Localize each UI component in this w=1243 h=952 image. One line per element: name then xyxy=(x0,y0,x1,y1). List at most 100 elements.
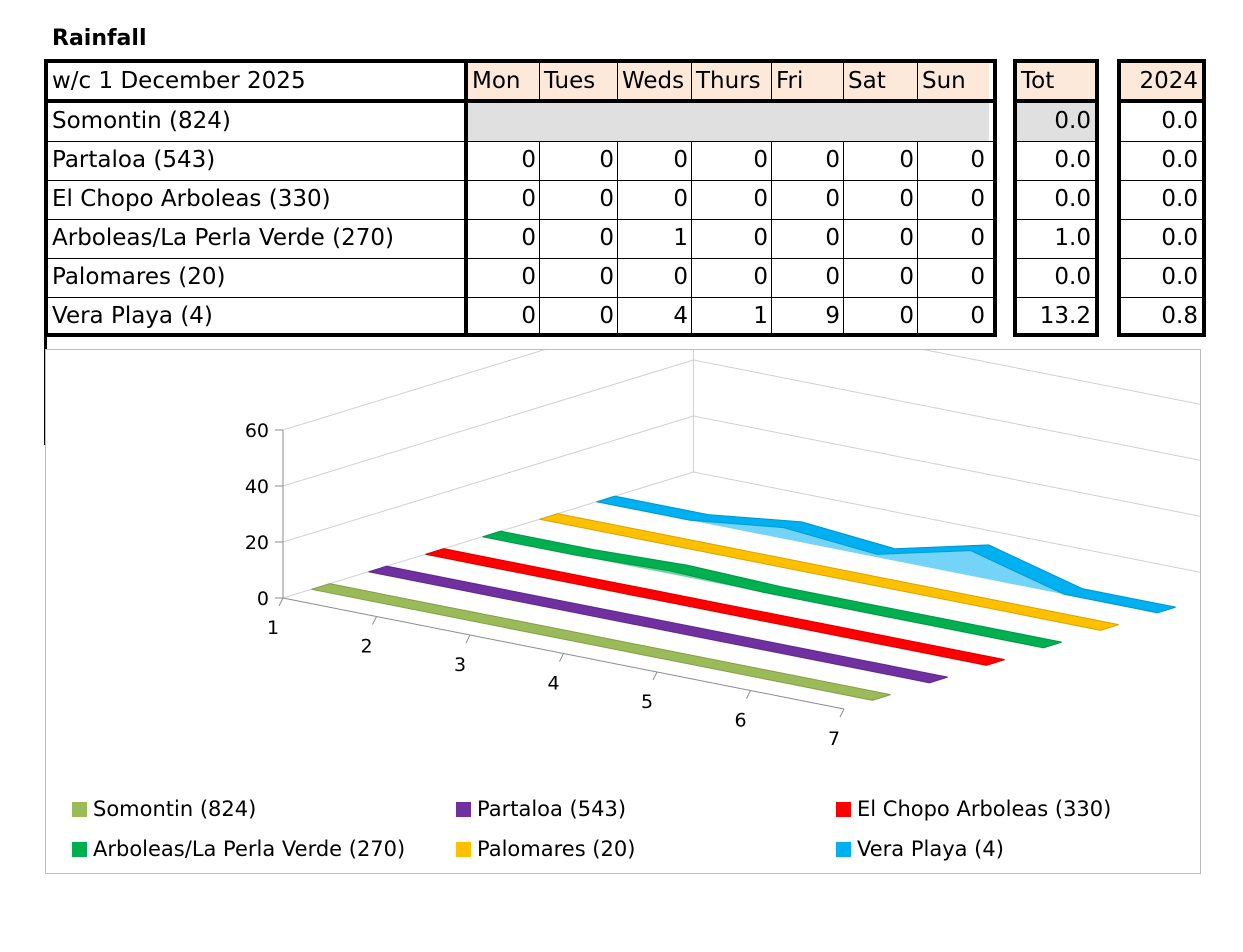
total-cell: 0.0 xyxy=(1054,147,1091,173)
page-title: Rainfall xyxy=(52,26,147,51)
rain-value-cell: 1 xyxy=(673,225,688,251)
gridline xyxy=(282,350,1200,431)
x-tick-label: 2 xyxy=(360,636,372,658)
grid-line xyxy=(1017,297,1095,298)
grid-line xyxy=(48,297,993,298)
legend-item: Arboleas/La Perla Verde (270) xyxy=(72,836,405,862)
series-ribbon xyxy=(311,583,891,701)
grid-line xyxy=(1121,180,1202,181)
rain-value-cell: 0 xyxy=(521,186,536,212)
rain-value-cell: 0 xyxy=(521,147,536,173)
day-header-tues: Tues xyxy=(540,63,618,99)
y-tick-label: 0 xyxy=(257,588,269,610)
grid-line xyxy=(843,63,844,333)
rain-value-cell: 0 xyxy=(825,225,840,251)
rain-value-cell: 0 xyxy=(899,225,914,251)
grid-line xyxy=(539,63,540,333)
x-tick xyxy=(372,616,377,625)
rain-value-cell: 0 xyxy=(673,264,688,290)
rain-value-cell: 0 xyxy=(899,186,914,212)
station-name: El Chopo Arboleas (330) xyxy=(52,186,331,212)
rain-value-cell xyxy=(692,103,772,141)
prev-year-cell: 0.0 xyxy=(1161,264,1198,290)
y-tick-label: 60 xyxy=(245,420,269,442)
grid-line xyxy=(1017,99,1095,103)
legend-label: Somontin (824) xyxy=(93,797,257,821)
rain-value-cell xyxy=(540,103,618,141)
day-header-sun: Sun xyxy=(918,63,989,99)
legend-label: Arboleas/La Perla Verde (270) xyxy=(93,837,406,861)
rain-value-cell: 1 xyxy=(753,303,768,329)
total-column: Tot 0.0 0.0 0.0 1.0 0.0 13.2 xyxy=(1013,59,1099,337)
rain-value-cell xyxy=(468,103,540,141)
grid-line xyxy=(1017,258,1095,259)
rain-value-cell: 4 xyxy=(673,303,688,329)
rain-value-cell: 0 xyxy=(753,147,768,173)
x-tick-label: 1 xyxy=(267,617,279,639)
legend-item: Vera Playa (4) xyxy=(836,836,1004,862)
chart-canvas: 0 20 40 60 1 2 3 4 5 6 7 xyxy=(245,350,1200,750)
series-ribbon xyxy=(596,495,1176,614)
rain-value-cell: 0 xyxy=(521,303,536,329)
day-header-mon: Mon xyxy=(468,63,540,99)
legend-swatch xyxy=(456,802,471,817)
legend-item: Palomares (20) xyxy=(456,836,635,862)
grid-line xyxy=(1121,99,1202,103)
week-label: w/c 1 December 2025 xyxy=(52,68,306,94)
day-header-sat: Sat xyxy=(844,63,918,99)
rain-value-cell: 0 xyxy=(899,147,914,173)
rain-value-cell: 0 xyxy=(521,264,536,290)
rain-value-cell: 0 xyxy=(599,147,614,173)
grid-line xyxy=(771,63,772,333)
grid-line xyxy=(48,219,993,220)
x-tick-label: 4 xyxy=(547,673,559,695)
station-name: Somontin (824) xyxy=(52,108,231,134)
grid-line xyxy=(48,99,993,103)
rainfall-chart: 0 20 40 60 1 2 3 4 5 6 7 Somontin (824) Partaloa (5… xyxy=(45,349,1201,874)
rain-value-cell xyxy=(844,103,918,141)
grid-line xyxy=(1121,258,1202,259)
rain-value-cell: 0 xyxy=(899,303,914,329)
grid-line xyxy=(1017,141,1095,142)
rain-value-cell: 0 xyxy=(599,225,614,251)
rain-value-cell: 0 xyxy=(673,147,688,173)
rain-value-cell: 0 xyxy=(970,225,985,251)
prev-year-cell: 0.0 xyxy=(1161,147,1198,173)
x-tick xyxy=(278,597,284,607)
rain-value-cell: 0 xyxy=(599,303,614,329)
prev-year-cell: 0.8 xyxy=(1161,303,1198,329)
total-cell: 0.0 xyxy=(1054,186,1091,212)
series-ribbon xyxy=(368,565,948,684)
prev-year-header: 2024 xyxy=(1121,63,1202,99)
legend-swatch xyxy=(72,802,87,817)
rain-value-cell: 0 xyxy=(825,147,840,173)
total-cell: 13.2 xyxy=(1039,303,1091,329)
rainfall-table: w/c 1 December 2025 Mon Tues Weds Thurs Fri Sa… xyxy=(44,59,997,337)
grid-line xyxy=(464,63,468,333)
legend-swatch xyxy=(72,842,87,857)
prev-year-cell: 0.0 xyxy=(1161,225,1198,251)
rain-value-cell: 0 xyxy=(599,186,614,212)
x-tick xyxy=(559,653,564,662)
x-tick xyxy=(652,671,658,681)
x-tick-label: 6 xyxy=(734,710,746,732)
station-name: Vera Playa (4) xyxy=(52,303,213,329)
rain-value-cell: 0 xyxy=(673,186,688,212)
legend-swatch xyxy=(836,802,851,817)
rain-value-cell: 0 xyxy=(970,147,985,173)
rain-value-cell: 0 xyxy=(753,186,768,212)
day-header-weds: Weds xyxy=(618,63,692,99)
station-name: Partaloa (543) xyxy=(52,147,216,173)
rain-value-cell: 0 xyxy=(599,264,614,290)
tot-header: Tot xyxy=(1017,63,1095,99)
day-header-thurs: Thurs xyxy=(692,63,772,99)
rain-value-cell: 0 xyxy=(970,186,985,212)
x-tick-label: 3 xyxy=(454,654,466,676)
rain-value-cell: 0 xyxy=(825,264,840,290)
grid-line xyxy=(617,63,618,333)
grid-line xyxy=(1121,297,1202,298)
legend-swatch xyxy=(456,842,471,857)
rain-value-cell: 0 xyxy=(825,186,840,212)
rain-value-cell: 0 xyxy=(521,225,536,251)
grid-line xyxy=(691,63,692,333)
